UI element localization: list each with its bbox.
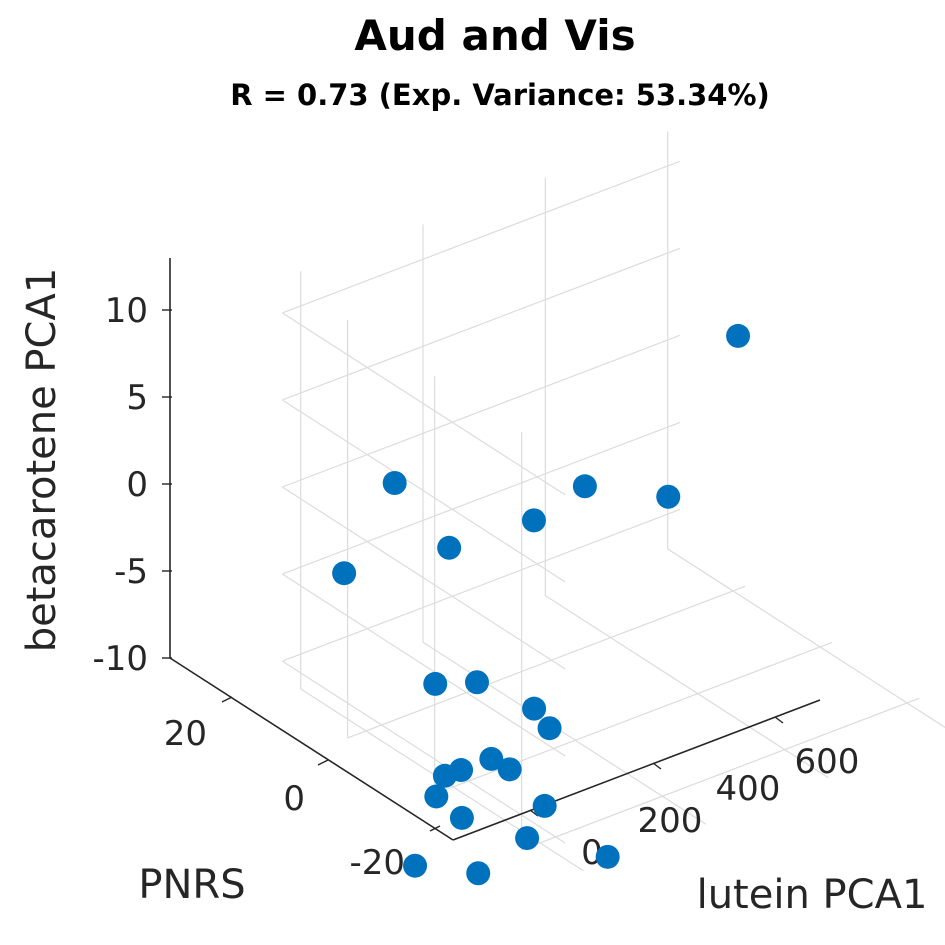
x-tick-mark (652, 762, 662, 770)
grid-line (521, 697, 920, 851)
y-axis-line (169, 657, 454, 841)
grid-line (282, 573, 566, 757)
data-point (726, 323, 751, 348)
y-tick-label: 20 (164, 714, 207, 754)
y-tick-label: -20 (349, 843, 405, 883)
data-point (464, 670, 489, 695)
axes-layer (169, 258, 821, 841)
grid-line (282, 486, 566, 670)
grid-line (282, 399, 566, 583)
grid-line (282, 421, 681, 575)
data-point (532, 793, 557, 818)
chart-subtitle: R = 0.73 (Exp. Variance: 53.34%) (230, 78, 770, 112)
x-tick-mark (774, 716, 784, 724)
grid-line (282, 160, 681, 314)
data-point (332, 561, 357, 586)
data-point (479, 746, 504, 771)
y-tick-mark (317, 759, 329, 766)
x-axis-line (452, 699, 821, 841)
x-tick-label: 400 (716, 769, 781, 809)
data-point (656, 484, 681, 509)
data-point (423, 671, 448, 696)
data-point (466, 861, 491, 886)
grid-line (282, 660, 566, 844)
x-tick-label: 200 (638, 801, 703, 841)
z-tick-label: 0 (126, 465, 148, 505)
z-axis-label: betacarotene PCA1 (19, 268, 65, 653)
data-point (403, 853, 428, 878)
z-tick-label: 5 (126, 378, 148, 418)
y-axis-label: PNRS (138, 862, 245, 908)
data-point (521, 508, 546, 533)
data-point (449, 805, 474, 830)
data-point (522, 696, 547, 721)
z-tick-label: -5 (114, 552, 148, 592)
x-tick-label: 600 (795, 742, 860, 782)
x-tick-mark (529, 809, 539, 817)
data-point (382, 471, 407, 496)
data-point (432, 763, 457, 788)
z-tick-label: 10 (105, 291, 148, 331)
data-point (537, 716, 562, 741)
grid-line (667, 548, 945, 729)
point-layer (332, 323, 751, 886)
data-point (424, 784, 449, 809)
y-tick-mark (221, 696, 233, 703)
data-point (515, 826, 540, 851)
y-tick-mark (429, 825, 441, 832)
data-point (572, 474, 597, 499)
grid-line (282, 312, 566, 496)
grid-line (282, 334, 681, 488)
grid-line (347, 585, 746, 739)
z-tick-label: -10 (92, 639, 148, 679)
data-point (437, 535, 462, 560)
grid-line (545, 595, 829, 779)
data-point (595, 844, 620, 869)
chart-title: Aud and Vis (354, 11, 635, 60)
grid-line (282, 247, 681, 401)
x-axis-label: lutein PCA1 (697, 872, 928, 918)
grid-line (282, 508, 681, 662)
data-point (497, 757, 522, 782)
y-tick-label: 0 (283, 779, 305, 819)
